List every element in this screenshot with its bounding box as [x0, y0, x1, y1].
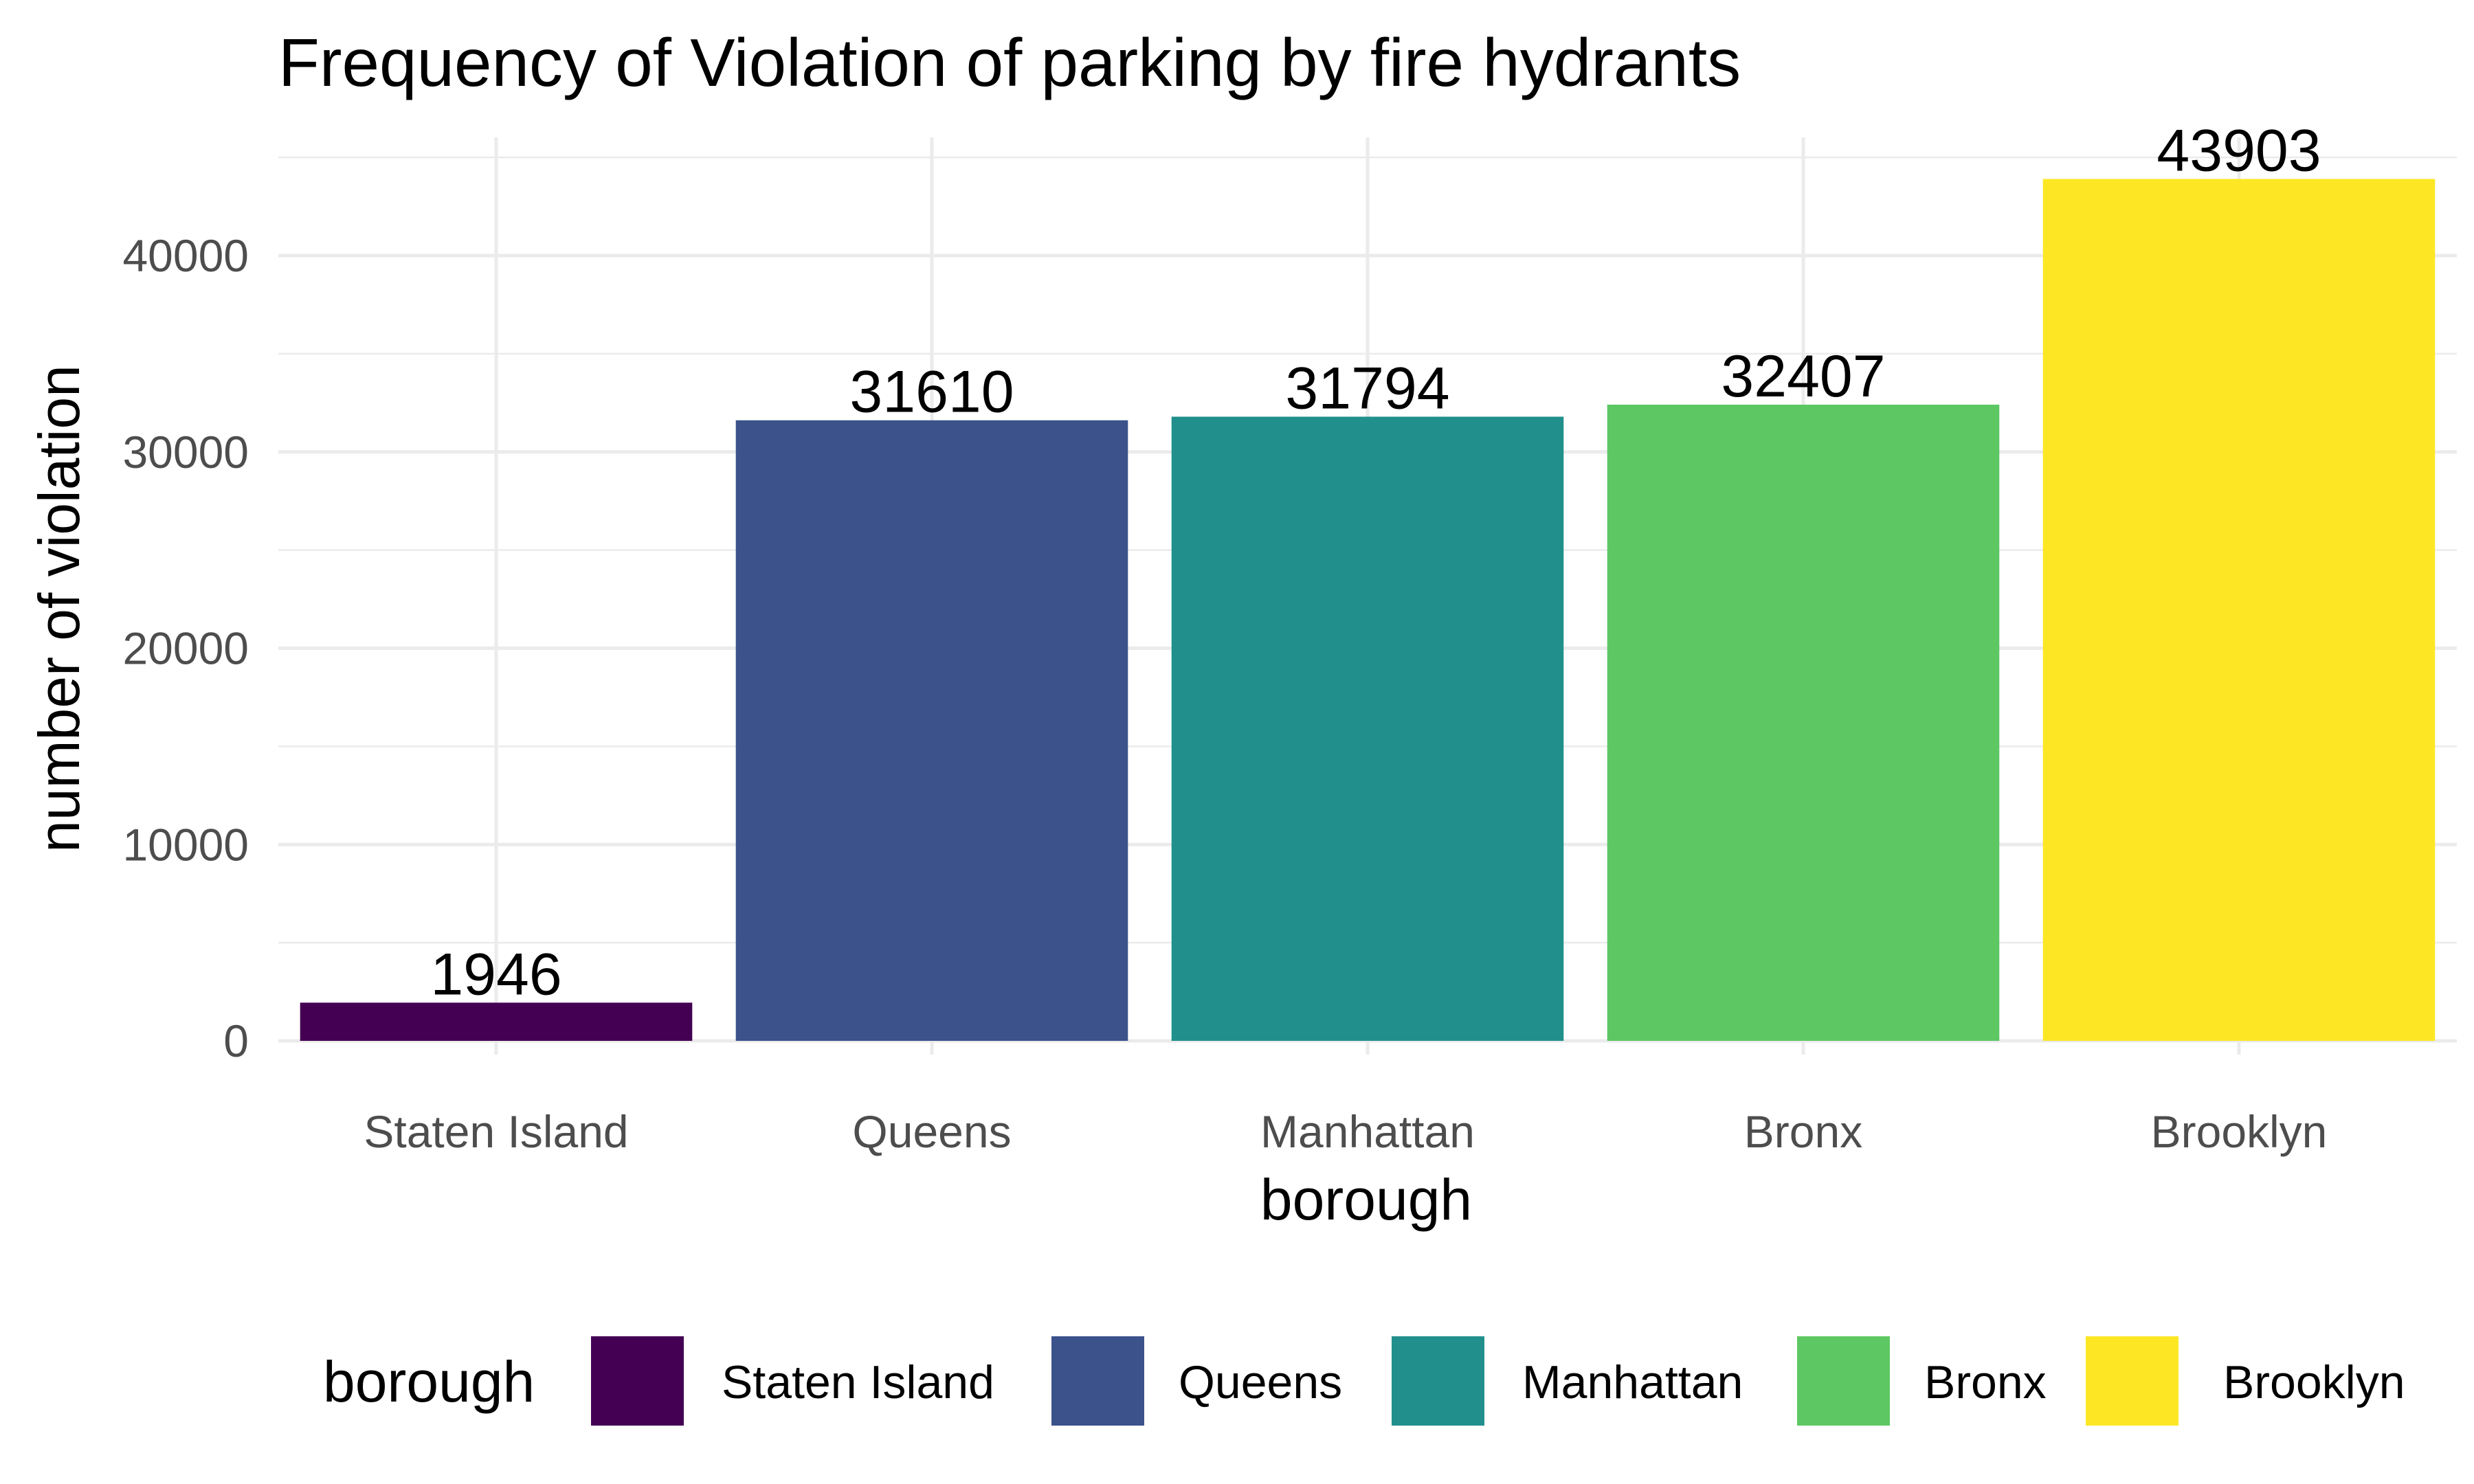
bar-staten-island: [300, 1002, 693, 1041]
legend-label: Bronx: [1924, 1356, 2047, 1408]
legend-label: Queens: [1179, 1356, 1342, 1408]
data-label: 43903: [2157, 117, 2321, 183]
x-tick-label: Queens: [852, 1106, 1011, 1157]
legend-key: [1797, 1336, 1890, 1426]
legend: borough Staten Island Queens Manhattan Bron…: [323, 1336, 2405, 1426]
bars: [300, 179, 2436, 1041]
data-label: 1946: [430, 941, 561, 1007]
x-axis-ticks: Staten Island Queens Manhattan Bronx Brookly…: [364, 1106, 2327, 1157]
x-tick-label: Staten Island: [364, 1106, 628, 1157]
y-tick-label: 0: [223, 1015, 249, 1066]
x-tick-label: Manhattan: [1260, 1106, 1475, 1157]
x-tick-label: Bronx: [1744, 1106, 1862, 1157]
x-axis-title: borough: [1260, 1167, 1472, 1232]
legend-label: Brooklyn: [2223, 1356, 2405, 1408]
data-labels: 1946 31610 31794 32407 43903: [430, 117, 2321, 1007]
legend-key: [591, 1336, 684, 1426]
bar-bronx: [1607, 404, 2000, 1041]
y-tick-label: 10000: [122, 819, 249, 870]
legend-label: Manhattan: [1522, 1356, 1743, 1408]
legend-key: [2086, 1336, 2178, 1426]
chart-title: Frequency of Violation of parking by fir…: [278, 25, 1741, 100]
legend-label: Staten Island: [722, 1356, 994, 1408]
bar-manhattan: [1171, 416, 1564, 1041]
legend-key: [1392, 1336, 1484, 1426]
y-tick-label: 20000: [122, 623, 249, 674]
legend-title: borough: [323, 1349, 535, 1414]
legend-key: [1051, 1336, 1144, 1426]
bar-brooklyn: [2042, 179, 2436, 1041]
data-label: 31794: [1285, 355, 1449, 421]
y-tick-label: 30000: [122, 427, 249, 477]
y-axis-title: number of violation: [27, 365, 91, 853]
y-tick-label: 40000: [122, 230, 249, 281]
x-tick-label: Brooklyn: [2151, 1106, 2328, 1157]
bar-queens: [735, 420, 1128, 1041]
data-label: 32407: [1721, 344, 1885, 409]
data-label: 31610: [849, 359, 1014, 425]
y-axis-ticks: 0 10000 20000 30000 40000: [122, 230, 249, 1066]
